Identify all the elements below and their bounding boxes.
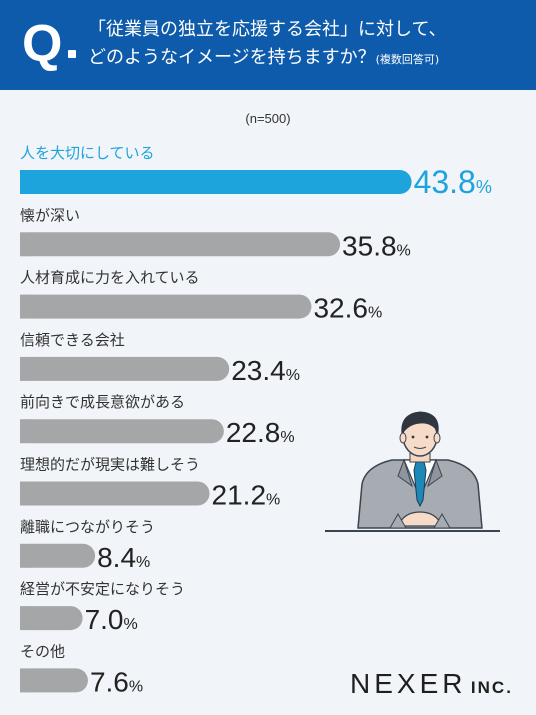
bar-left-edge — [20, 543, 32, 568]
category-label: その他 — [20, 642, 65, 660]
businessman-illustration — [325, 411, 500, 532]
logo-main: NEXER — [350, 668, 467, 699]
bar-left-edge — [20, 170, 32, 194]
value-unit: % — [266, 492, 280, 509]
bar-left-edge — [20, 668, 32, 693]
category-label: 理想的だが現実は難しそう — [20, 456, 200, 474]
value-number: 23.4 — [231, 355, 285, 386]
question-header: Q 「従業員の独立を応援する会社」に対して、 どのようなイメージを持ちますか？(… — [0, 0, 536, 90]
bar — [20, 356, 230, 381]
question-text: 「従業員の独立を応援する会社」に対して、 どのようなイメージを持ちますか？(複数… — [88, 16, 528, 74]
value-label: 22.8% — [226, 417, 295, 448]
category-label: 信頼できる会社 — [20, 331, 125, 349]
value-label: 43.8% — [414, 164, 492, 200]
value-label: 8.4% — [97, 542, 150, 573]
value-unit: % — [129, 678, 143, 695]
value-number: 22.8 — [226, 417, 281, 448]
value-unit: % — [476, 177, 492, 197]
question-line-2: どのようなイメージを持ちますか？ — [88, 47, 376, 68]
category-label: 懐が深い — [20, 206, 80, 224]
value-unit: % — [368, 305, 382, 322]
value-number: 43.8 — [414, 164, 476, 200]
q-mark: Q — [22, 15, 62, 73]
value-number: 7.6 — [90, 666, 129, 697]
bar — [20, 481, 210, 506]
value-unit: % — [286, 367, 300, 384]
value-number: 8.4 — [97, 542, 136, 573]
bar — [20, 294, 312, 319]
bar — [20, 606, 83, 631]
bar-left-edge — [20, 481, 32, 506]
bar-left-edge — [20, 294, 32, 319]
value-label: 21.2% — [212, 480, 281, 511]
category-label: 人材育成に力を入れている — [20, 269, 200, 287]
logo-sub: INC. — [470, 678, 513, 697]
bar — [20, 543, 96, 568]
value-unit: % — [397, 242, 411, 259]
nexer-logo: NEXER INC. — [350, 668, 513, 700]
q-dot — [68, 50, 76, 58]
bar — [20, 668, 88, 693]
sample-size-label: (n=500) — [245, 111, 291, 126]
category-label: 離職につながりそう — [20, 518, 155, 536]
value-number: 32.6 — [313, 293, 368, 324]
chart-panel — [0, 90, 536, 715]
value-number: 21.2 — [212, 480, 267, 511]
value-unit: % — [136, 554, 150, 571]
value-number: 7.0 — [85, 604, 124, 635]
category-label: 経営が不安定になりそう — [20, 580, 185, 598]
value-unit: % — [280, 429, 294, 446]
category-label: 人を大切にしている — [20, 144, 155, 162]
question-note: (複数回答可) — [375, 53, 440, 66]
value-number: 35.8 — [342, 230, 397, 261]
value-label: 23.4% — [231, 355, 300, 386]
bar-left-edge — [20, 606, 32, 631]
value-label: 35.8% — [342, 230, 411, 261]
bar-left-edge — [20, 232, 32, 257]
value-unit: % — [124, 616, 138, 633]
bar — [20, 232, 341, 257]
value-label: 7.6% — [90, 666, 143, 697]
bar — [20, 170, 412, 194]
bar-left-edge — [20, 419, 32, 444]
value-label: 32.6% — [313, 293, 382, 324]
bar — [20, 419, 224, 444]
bar-left-edge — [20, 356, 32, 381]
category-label: 前向きで成長意欲がある — [20, 393, 185, 411]
question-line-1: 「従業員の独立を応援する会社」に対して、 — [88, 19, 447, 40]
value-label: 7.0% — [85, 604, 138, 635]
